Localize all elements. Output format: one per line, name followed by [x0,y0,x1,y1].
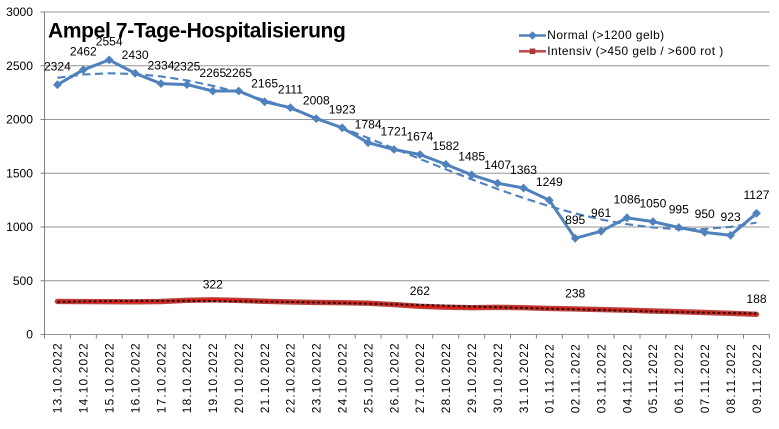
svg-text:1086: 1086 [614,193,641,207]
svg-text:Intensiv (>450 gelb / >600 rot: Intensiv (>450 gelb / >600 rot ) [547,44,723,58]
svg-text:1582: 1582 [432,139,459,153]
svg-text:1784: 1784 [355,118,382,132]
svg-text:1000: 1000 [6,220,33,234]
svg-text:923: 923 [721,210,741,224]
svg-text:1407: 1407 [484,158,511,172]
svg-text:2430: 2430 [122,48,149,62]
svg-text:30.10.2022: 30.10.2022 [491,342,505,413]
svg-text:15.10.2022: 15.10.2022 [103,342,117,413]
svg-text:2500: 2500 [6,59,33,73]
svg-text:995: 995 [669,202,689,216]
svg-text:09.11.2022: 09.11.2022 [750,343,764,413]
svg-text:322: 322 [203,278,223,292]
svg-text:1249: 1249 [536,175,563,189]
svg-text:1923: 1923 [329,103,356,117]
svg-text:2325: 2325 [173,59,200,73]
svg-text:27.10.2022: 27.10.2022 [413,342,427,413]
svg-text:14.10.2022: 14.10.2022 [77,342,91,413]
svg-text:25.10.2022: 25.10.2022 [361,342,375,413]
svg-text:18.10.2022: 18.10.2022 [180,342,194,413]
svg-text:04.11.2022: 04.11.2022 [620,343,634,413]
svg-text:1363: 1363 [510,163,537,177]
svg-text:24.10.2022: 24.10.2022 [336,342,350,413]
svg-text:01.11.2022: 01.11.2022 [543,343,557,413]
svg-text:2008: 2008 [303,93,330,107]
svg-text:2324: 2324 [44,60,71,74]
svg-text:188: 188 [746,292,766,306]
svg-text:2462: 2462 [70,45,97,59]
svg-text:23.10.2022: 23.10.2022 [310,342,324,413]
svg-text:19.10.2022: 19.10.2022 [206,342,220,413]
svg-text:2265: 2265 [225,66,252,80]
svg-text:28.10.2022: 28.10.2022 [439,342,453,413]
svg-text:26.10.2022: 26.10.2022 [387,342,401,413]
svg-text:1721: 1721 [381,124,408,138]
svg-text:08.11.2022: 08.11.2022 [724,343,738,413]
svg-text:22.10.2022: 22.10.2022 [284,342,298,413]
svg-text:1485: 1485 [458,150,485,164]
svg-text:Ampel 7-Tage-Hospitalisierung: Ampel 7-Tage-Hospitalisierung [48,20,346,43]
svg-text:29.10.2022: 29.10.2022 [465,342,479,413]
svg-text:238: 238 [565,287,585,301]
svg-text:500: 500 [13,274,33,288]
svg-text:1127: 1127 [743,188,769,202]
svg-text:21.10.2022: 21.10.2022 [258,342,272,413]
svg-text:06.11.2022: 06.11.2022 [672,343,686,413]
svg-text:961: 961 [591,206,611,220]
svg-text:2000: 2000 [6,113,33,127]
svg-text:1500: 1500 [6,166,33,180]
svg-text:950: 950 [695,207,715,221]
svg-text:20.10.2022: 20.10.2022 [232,342,246,413]
svg-text:17.10.2022: 17.10.2022 [154,342,168,413]
svg-text:3000: 3000 [6,5,33,19]
svg-text:03.11.2022: 03.11.2022 [594,343,608,413]
svg-text:05.11.2022: 05.11.2022 [646,343,660,413]
svg-text:16.10.2022: 16.10.2022 [128,342,142,413]
svg-text:895: 895 [565,213,585,227]
svg-text:2111: 2111 [278,82,303,96]
svg-text:0: 0 [26,328,33,342]
svg-text:2554: 2554 [96,35,123,49]
svg-text:1674: 1674 [406,129,433,143]
svg-text:2334: 2334 [148,58,175,72]
svg-text:07.11.2022: 07.11.2022 [698,343,712,413]
svg-text:02.11.2022: 02.11.2022 [569,343,583,413]
svg-text:1050: 1050 [639,196,666,210]
svg-text:2165: 2165 [251,77,278,91]
svg-text:13.10.2022: 13.10.2022 [51,342,65,413]
svg-text:2265: 2265 [199,66,226,80]
svg-text:Normal (>1200 gelb): Normal (>1200 gelb) [547,28,664,42]
svg-text:31.10.2022: 31.10.2022 [517,342,531,413]
svg-text:262: 262 [410,284,430,298]
